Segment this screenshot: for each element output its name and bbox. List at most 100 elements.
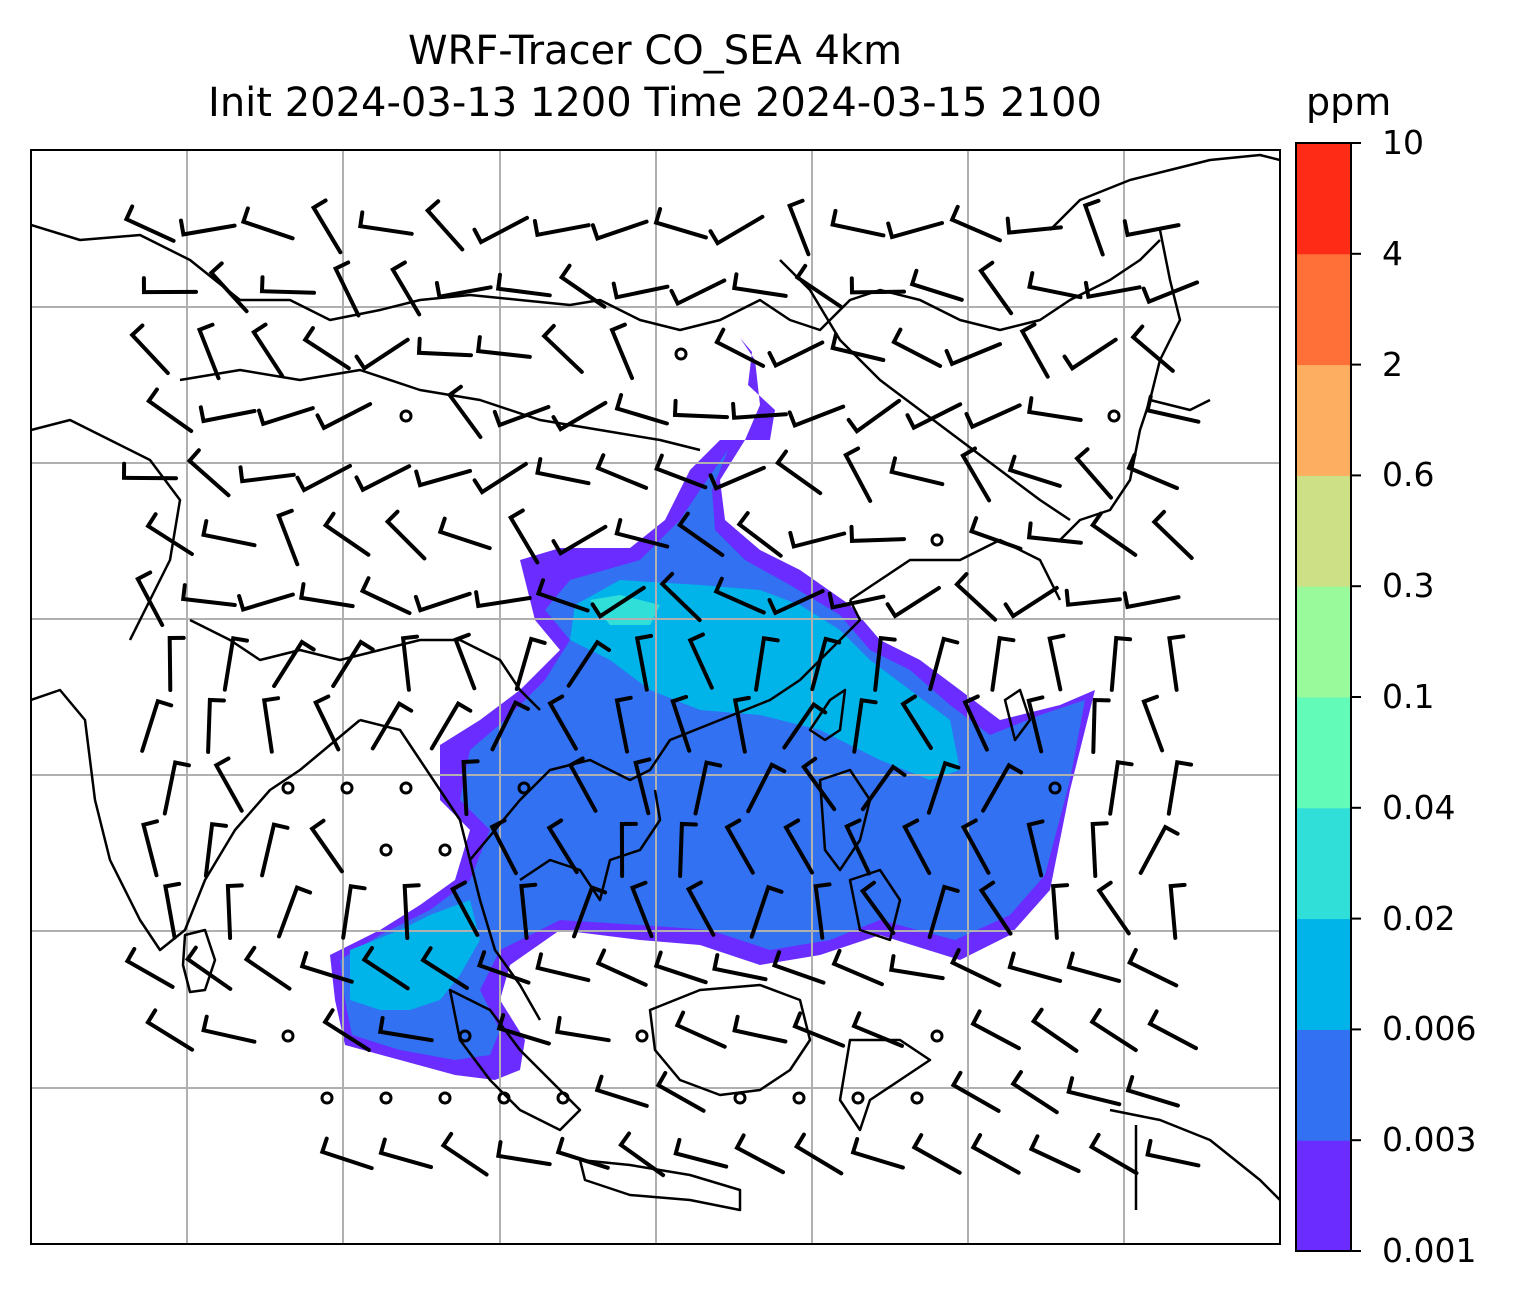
wind-barb bbox=[830, 208, 886, 238]
wind-barb bbox=[590, 585, 646, 619]
wind-barb bbox=[429, 700, 473, 751]
wind-barb bbox=[566, 639, 611, 688]
wind-barb bbox=[911, 1133, 962, 1175]
wind-barb bbox=[238, 465, 296, 484]
wind-barb bbox=[476, 950, 531, 985]
wind-barb-calm bbox=[930, 1029, 944, 1043]
wind-barb bbox=[384, 509, 427, 561]
wind-barb bbox=[567, 756, 598, 813]
wind-barb bbox=[1108, 760, 1134, 816]
wind-barb bbox=[535, 952, 591, 983]
wind-barb bbox=[670, 694, 692, 753]
wind-barb bbox=[978, 880, 1013, 936]
wind-barb bbox=[260, 822, 290, 878]
wind-barb bbox=[554, 1015, 611, 1043]
wind-barb bbox=[186, 448, 231, 498]
wind-barb bbox=[787, 198, 811, 257]
wind-barb bbox=[1168, 882, 1187, 940]
wind-barb bbox=[827, 591, 886, 610]
colorbar-segment bbox=[1296, 697, 1351, 809]
wind-barb bbox=[775, 449, 823, 496]
wind-barb bbox=[213, 756, 244, 813]
wind-barb bbox=[135, 570, 165, 627]
colorbar-segment bbox=[1296, 807, 1351, 920]
wind-barb bbox=[732, 695, 751, 754]
wind-barb bbox=[1064, 588, 1122, 607]
wind-barb bbox=[402, 883, 421, 940]
wind-barb bbox=[472, 215, 529, 245]
wind-barb bbox=[849, 276, 906, 295]
wind-barb bbox=[546, 818, 579, 875]
wind-barb bbox=[1050, 883, 1070, 940]
wind-barb bbox=[672, 398, 729, 420]
wind-barb bbox=[902, 818, 932, 875]
wind-barb bbox=[674, 1010, 727, 1049]
wind-barb bbox=[792, 1011, 846, 1048]
wind-barb-calm bbox=[281, 1029, 295, 1043]
wind-barb bbox=[794, 263, 843, 309]
wind-barb bbox=[1007, 454, 1062, 488]
wind-barb bbox=[1147, 1009, 1198, 1051]
wind-barb bbox=[1082, 198, 1105, 257]
wind-barb bbox=[198, 405, 257, 424]
wind-barb bbox=[1127, 948, 1179, 988]
wind-barb bbox=[492, 405, 551, 428]
colorbar-segment bbox=[1296, 364, 1351, 476]
wind-barb bbox=[1088, 1132, 1139, 1176]
wind-barb bbox=[535, 578, 590, 613]
wind-barb bbox=[594, 1074, 649, 1108]
colorbar-tick-label: 2 bbox=[1382, 344, 1403, 384]
wind-barb bbox=[358, 210, 414, 236]
colorbar-tick-label: 4 bbox=[1382, 233, 1403, 273]
wind-barb-calm bbox=[930, 533, 944, 547]
wind-barb bbox=[1141, 280, 1200, 305]
wind-barb bbox=[237, 592, 295, 612]
wind-barb bbox=[1141, 694, 1165, 753]
wind-barb bbox=[123, 204, 176, 243]
wind-barb bbox=[659, 571, 702, 623]
wind-barb bbox=[332, 260, 361, 318]
wind-barb bbox=[843, 446, 873, 503]
wind-barb bbox=[163, 881, 182, 940]
wind-barb bbox=[1130, 324, 1175, 373]
wind-barb bbox=[124, 947, 175, 989]
wind-barb bbox=[653, 207, 708, 240]
wind-barb bbox=[990, 635, 1016, 692]
wind-barb bbox=[201, 1014, 257, 1044]
wind-barb bbox=[749, 884, 784, 939]
wind-barb bbox=[1047, 633, 1066, 692]
wind-barb bbox=[928, 636, 960, 692]
wind-barb bbox=[474, 590, 532, 609]
wind-barb bbox=[614, 518, 670, 549]
wind-barb bbox=[206, 697, 226, 754]
wind-barb bbox=[590, 219, 649, 241]
wind-barb bbox=[927, 884, 960, 939]
wind-barb bbox=[472, 461, 528, 495]
wind-barb bbox=[1091, 697, 1111, 754]
wind-barb bbox=[732, 272, 788, 298]
wind-barb bbox=[782, 701, 828, 750]
wind-barb bbox=[676, 511, 725, 557]
coastline-india bbox=[31, 688, 361, 952]
wind-barb bbox=[1005, 216, 1063, 235]
wind-barb bbox=[970, 1009, 1021, 1051]
wind-barb bbox=[1083, 280, 1142, 300]
wind-barb bbox=[251, 322, 285, 378]
wind-barb bbox=[734, 1133, 785, 1175]
wind-barb-calm bbox=[379, 1091, 393, 1105]
wind-barb bbox=[926, 760, 961, 815]
wind-barb bbox=[225, 883, 244, 940]
wind-barb bbox=[813, 882, 832, 940]
island-sulawesi bbox=[838, 1038, 932, 1132]
wind-barb bbox=[514, 636, 547, 691]
wind-barb bbox=[261, 696, 281, 754]
wind-barbs bbox=[121, 198, 1201, 1178]
plume-level-0.006 bbox=[570, 580, 960, 780]
wind-barb bbox=[276, 508, 300, 567]
wind-barb bbox=[141, 276, 198, 295]
border-china-south bbox=[189, 618, 541, 711]
wind-barb bbox=[859, 880, 896, 935]
wind-barb bbox=[873, 635, 897, 692]
plume-level-0.006-b bbox=[350, 900, 480, 1010]
wind-barb bbox=[909, 268, 964, 302]
